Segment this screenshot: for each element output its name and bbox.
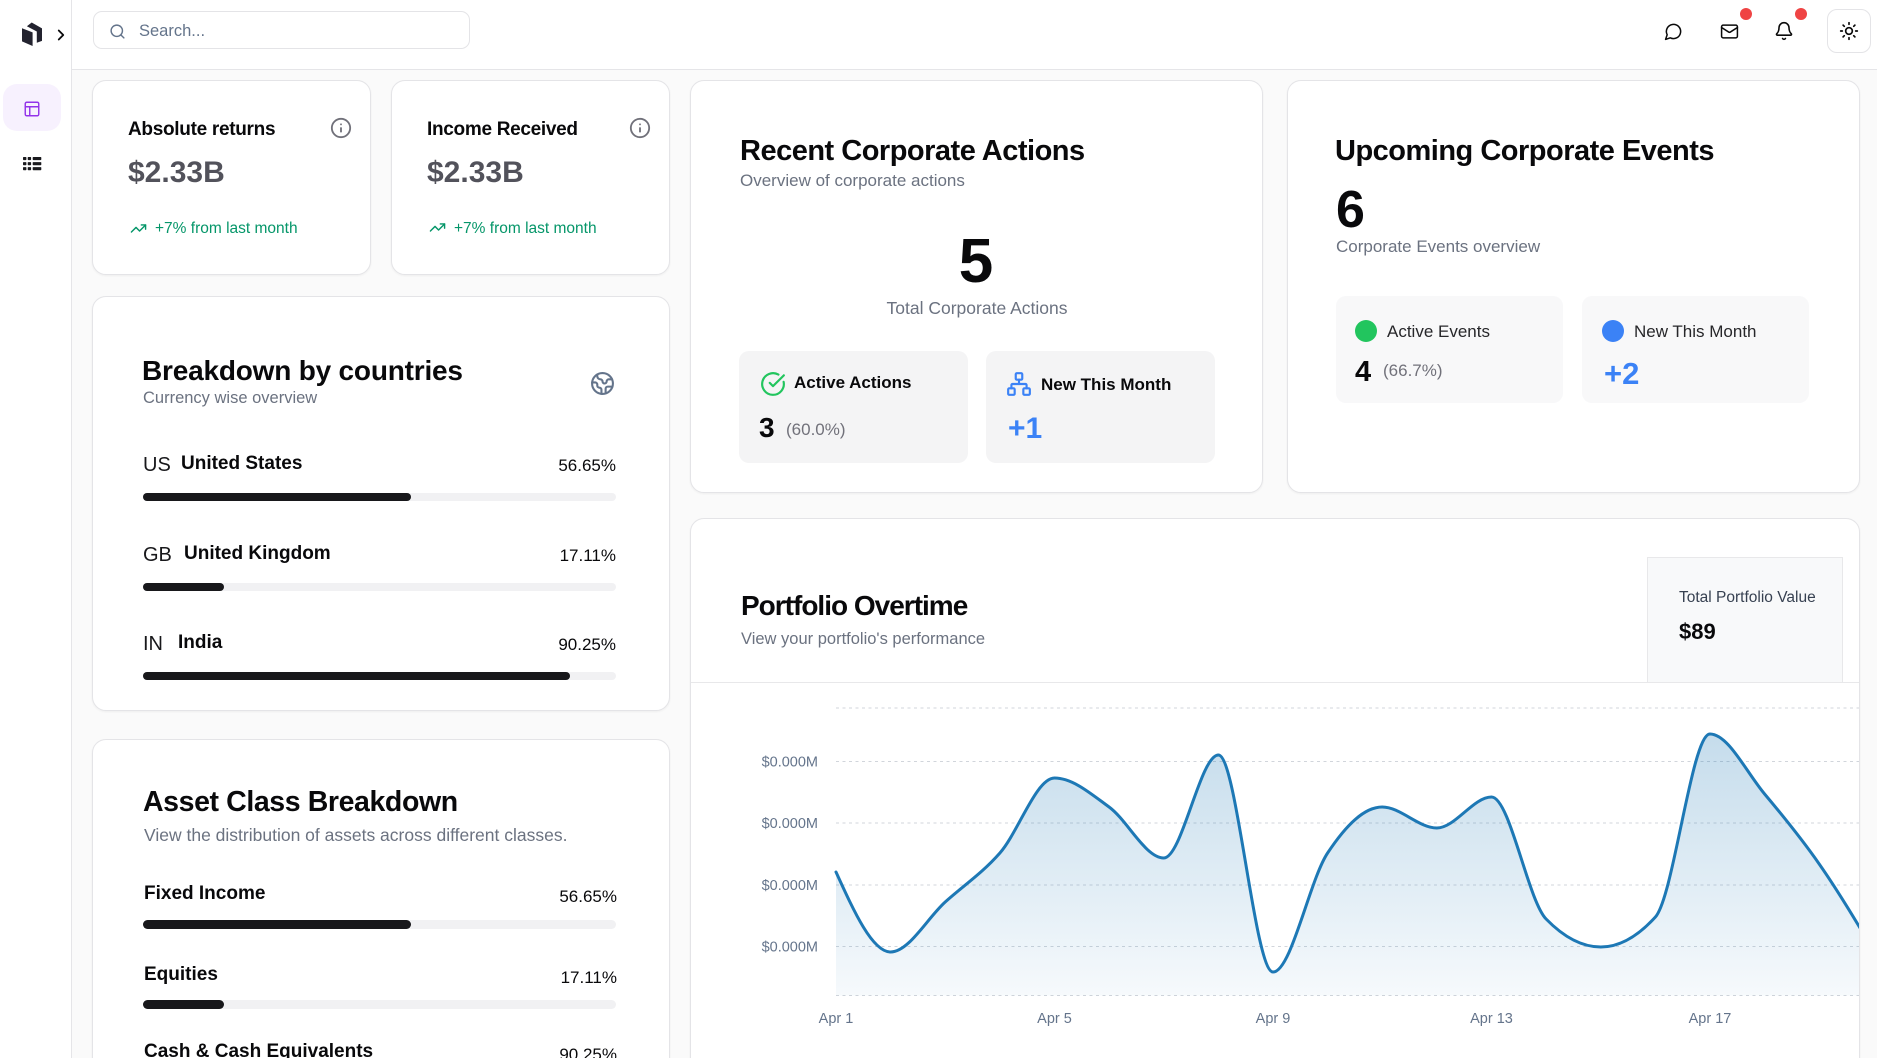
svg-text:$0.000M: $0.000M (762, 878, 818, 894)
svg-text:$0.000M: $0.000M (762, 755, 818, 771)
svg-text:$0.000M: $0.000M (762, 816, 818, 832)
svg-text:Apr 13: Apr 13 (1470, 1011, 1513, 1027)
svg-text:$0.000M: $0.000M (762, 940, 818, 956)
svg-text:Apr 5: Apr 5 (1037, 1011, 1072, 1027)
svg-text:Apr 1: Apr 1 (819, 1011, 854, 1027)
svg-text:Apr 9: Apr 9 (1256, 1011, 1291, 1027)
svg-text:Apr 17: Apr 17 (1689, 1011, 1732, 1027)
